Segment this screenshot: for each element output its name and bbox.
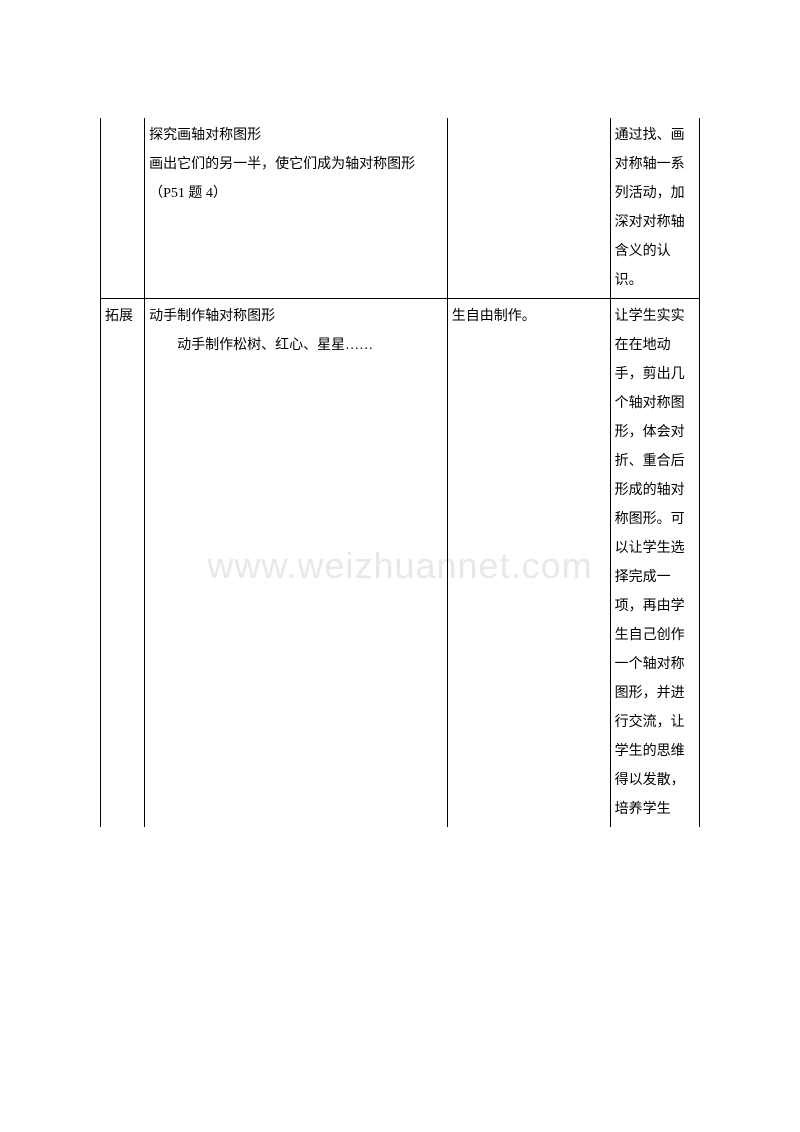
cell-activity-1 xyxy=(447,118,610,299)
content-line-1: 动手制作轴对称图形 xyxy=(149,302,443,331)
cell-content-2: 动手制作轴对称图形 动手制作松树、红心、星星…… xyxy=(145,299,448,828)
cell-purpose-1: 通过找、画对称轴一系列活动，加深对对称轴含义的认识。 xyxy=(610,118,699,299)
cell-stage-2: 拓展 xyxy=(101,299,145,828)
table-row: 拓展 动手制作轴对称图形 动手制作松树、红心、星星…… 生自由制作。 让学生实实… xyxy=(101,299,700,828)
cell-stage-1 xyxy=(101,118,145,299)
cell-content-1: 探究画轴对称图形画出它们的另一半，使它们成为轴对称图形（P51 题 4） xyxy=(145,118,448,299)
lesson-plan-table: 探究画轴对称图形画出它们的另一半，使它们成为轴对称图形（P51 题 4） 通过找… xyxy=(100,118,700,827)
cell-purpose-2: 让学生实实在在地动手，剪出几个轴对称图形，体会对折、重合后形成的轴对称图形。可以… xyxy=(610,299,699,828)
content-line-2-text: 动手制作松树、红心、星星…… xyxy=(177,338,373,353)
table-row: 探究画轴对称图形画出它们的另一半，使它们成为轴对称图形（P51 题 4） 通过找… xyxy=(101,118,700,299)
page-container: 探究画轴对称图形画出它们的另一半，使它们成为轴对称图形（P51 题 4） 通过找… xyxy=(0,0,800,927)
content-line-2: 动手制作松树、红心、星星…… xyxy=(149,331,443,360)
cell-activity-2: 生自由制作。 xyxy=(447,299,610,828)
